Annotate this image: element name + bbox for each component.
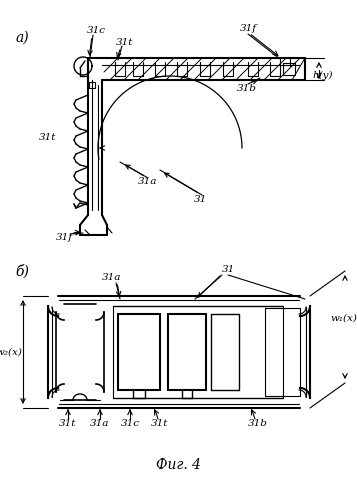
Text: w₂(x): w₂(x)	[0, 347, 22, 356]
Text: 31t: 31t	[39, 134, 57, 143]
Text: 31b: 31b	[248, 420, 268, 429]
Bar	[89, 82, 95, 88]
Text: б): б)	[15, 265, 29, 279]
Text: Фиг. 4: Фиг. 4	[156, 458, 201, 472]
Text: 31f: 31f	[55, 234, 72, 243]
Text: а): а)	[15, 31, 29, 45]
Text: 31а: 31а	[138, 178, 158, 187]
Text: 31t: 31t	[59, 420, 77, 429]
Text: 31: 31	[193, 196, 207, 205]
Text: 31а: 31а	[102, 273, 122, 282]
Text: 31t: 31t	[151, 420, 169, 429]
Text: 31с: 31с	[121, 420, 140, 429]
Text: 31: 31	[221, 265, 235, 274]
Text: 31f: 31f	[240, 23, 257, 32]
Text: 31с: 31с	[86, 25, 106, 34]
Text: 31а: 31а	[90, 420, 110, 429]
Text: 31t: 31t	[116, 37, 134, 46]
Text: w₁(x): w₁(x)	[330, 313, 357, 322]
Text: h(y): h(y)	[313, 70, 333, 79]
Text: 31b: 31b	[237, 83, 257, 92]
